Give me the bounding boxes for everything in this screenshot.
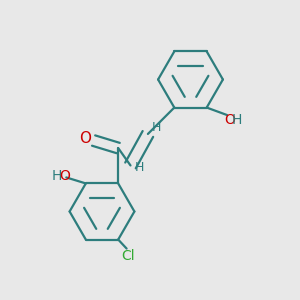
Text: O: O <box>59 169 70 183</box>
Text: H: H <box>135 161 144 174</box>
Text: Cl: Cl <box>122 249 135 263</box>
Text: O: O <box>79 130 91 146</box>
Text: H: H <box>52 169 62 183</box>
Text: H: H <box>152 121 161 134</box>
Text: O: O <box>224 113 235 128</box>
Text: H: H <box>232 113 242 128</box>
